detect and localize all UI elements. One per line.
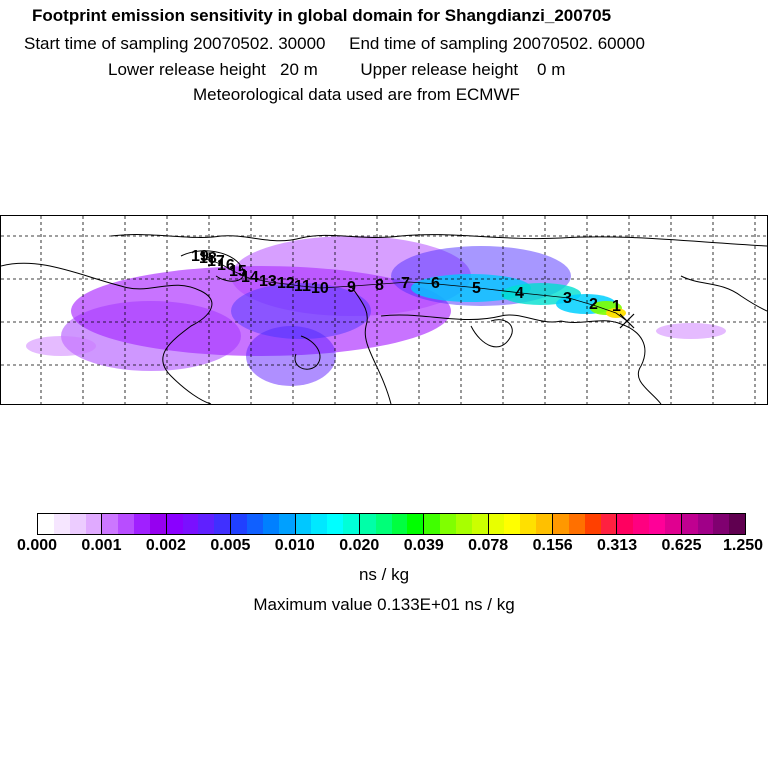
colorbar-segment [504, 514, 521, 534]
colorbar-segment [343, 514, 359, 534]
colorbar-segment [262, 514, 279, 534]
colorbar-tick-label: 0.156 [532, 537, 573, 554]
colorbar-segment [311, 514, 328, 534]
colorbar-segment [101, 514, 119, 534]
graticule [1, 216, 767, 404]
colorbar-segment [38, 514, 54, 534]
colorbar-segment [375, 514, 392, 534]
colorbar-tick-label: 0.005 [210, 537, 251, 554]
footprint-plume [26, 236, 726, 386]
colorbar-segment [69, 514, 86, 534]
map-canvas: 1 2 3 4 5 6 7 8 9 10 11 12 13 14 15 16 1… [1, 216, 767, 404]
traj-label-8: 8 [375, 277, 384, 294]
traj-label-6: 6 [431, 275, 440, 292]
lower-height-value: 20 m [280, 60, 318, 79]
colorbar-segment [471, 514, 488, 534]
colorbar-segment [214, 514, 231, 534]
colorbar-segment [134, 514, 150, 534]
traj-label-12: 12 [277, 275, 295, 292]
colorbar-segment [53, 514, 70, 534]
traj-label-15: 15 [229, 263, 247, 280]
end-time-label: End time of sampling [349, 34, 508, 53]
traj-label-11: 11 [294, 278, 311, 295]
traj-label-13: 13 [259, 273, 277, 290]
traj-label-3: 3 [563, 290, 572, 307]
colorbar-tick-label: 0.313 [597, 537, 638, 554]
traj-label-9: 9 [347, 279, 356, 296]
colorbar-tick-label: 0.039 [403, 537, 444, 554]
station-x-marker [619, 313, 635, 329]
start-time-label: Start time of sampling [24, 34, 189, 53]
traj-label-1: 1 [612, 298, 621, 315]
max-value-number: 0.133E+01 ns / kg [377, 595, 515, 614]
colorbar-segment [165, 514, 183, 534]
traj-label-2: 2 [589, 296, 598, 313]
colorbar-segment [407, 514, 424, 534]
colorbar-segment [680, 514, 698, 534]
traj-label-10: 10 [311, 280, 329, 297]
colorbar-segment [423, 514, 441, 534]
met-data-note: Meteorological data used are from ECMWF [193, 85, 520, 104]
colorbar-tick-label: 0.002 [145, 537, 186, 554]
colorbar-segment [278, 514, 295, 534]
release-heights: Lower release height 20 m Upper release … [108, 60, 768, 80]
colorbar-segment [327, 514, 344, 534]
colorbar-segment [664, 514, 681, 534]
end-time-value: 20070502. 60000 [512, 34, 645, 53]
upper-height-label: Upper release height [360, 60, 519, 79]
traj-label-5: 5 [472, 280, 481, 297]
colorbar-tick-label: 0.001 [81, 537, 122, 554]
colorbar [37, 513, 746, 535]
colorbar-segment [713, 514, 730, 534]
colorbar-segment [294, 514, 312, 534]
trajectory-path [200, 257, 628, 322]
colorbar-segment [118, 514, 135, 534]
max-value-label: Maximum value [253, 595, 373, 614]
colorbar-segment [440, 514, 456, 534]
colorbar-segment [182, 514, 199, 534]
colorbar-segment [246, 514, 263, 534]
colorbar-segment [455, 514, 472, 534]
traj-label-17: 17 [207, 253, 225, 270]
colorbar-segment [552, 514, 569, 534]
colorbar-segment [568, 514, 585, 534]
colorbar-tick-label: 0.020 [339, 537, 380, 554]
traj-label-7: 7 [401, 275, 410, 292]
start-time-value: 20070502. 30000 [193, 34, 326, 53]
traj-label-16: 16 [217, 257, 235, 274]
page-title: Footprint emission sensitivity in global… [32, 6, 612, 25]
colorbar-segment [198, 514, 215, 534]
colorbar-tick-label: 1.250 [722, 537, 764, 554]
colorbar-segment [358, 514, 376, 534]
colorbar-tick-label: 0.625 [661, 537, 702, 554]
maximum-value: Maximum value 0.133E+01 ns / kg [0, 595, 768, 615]
colorbar-segment [487, 514, 505, 534]
colorbar-unit: ns / kg [358, 565, 410, 584]
colorbar-segment [616, 514, 634, 534]
traj-label-14: 14 [241, 269, 259, 286]
colorbar-segment [230, 514, 247, 534]
colorbar-segment [649, 514, 665, 534]
colorbar-segment [600, 514, 617, 534]
colorbar-tick-label: 0.000 [16, 537, 58, 554]
colorbar-segment [536, 514, 552, 534]
upper-height-value: 0 m [537, 60, 566, 79]
footprint-map: 1 2 3 4 5 6 7 8 9 10 11 12 13 14 15 16 1… [0, 215, 768, 405]
colorbar-segment [697, 514, 714, 534]
lower-height-label: Lower release height [108, 60, 266, 79]
colorbar-segment [149, 514, 166, 534]
colorbar-segment [520, 514, 537, 534]
traj-label-18: 18 [199, 250, 217, 267]
colorbar-segment [391, 514, 408, 534]
colorbar-segment [85, 514, 102, 534]
traj-label-19: 19 [191, 248, 209, 265]
colorbar-tick-label: 0.078 [468, 537, 509, 554]
colorbar-segment [584, 514, 601, 534]
sampling-times: Start time of sampling 20070502. 30000 E… [24, 34, 768, 54]
colorbar-segment [729, 514, 746, 534]
colorbar-tick-label: 0.010 [274, 537, 315, 554]
traj-label-4: 4 [515, 285, 524, 302]
colorbar-segment [633, 514, 650, 534]
